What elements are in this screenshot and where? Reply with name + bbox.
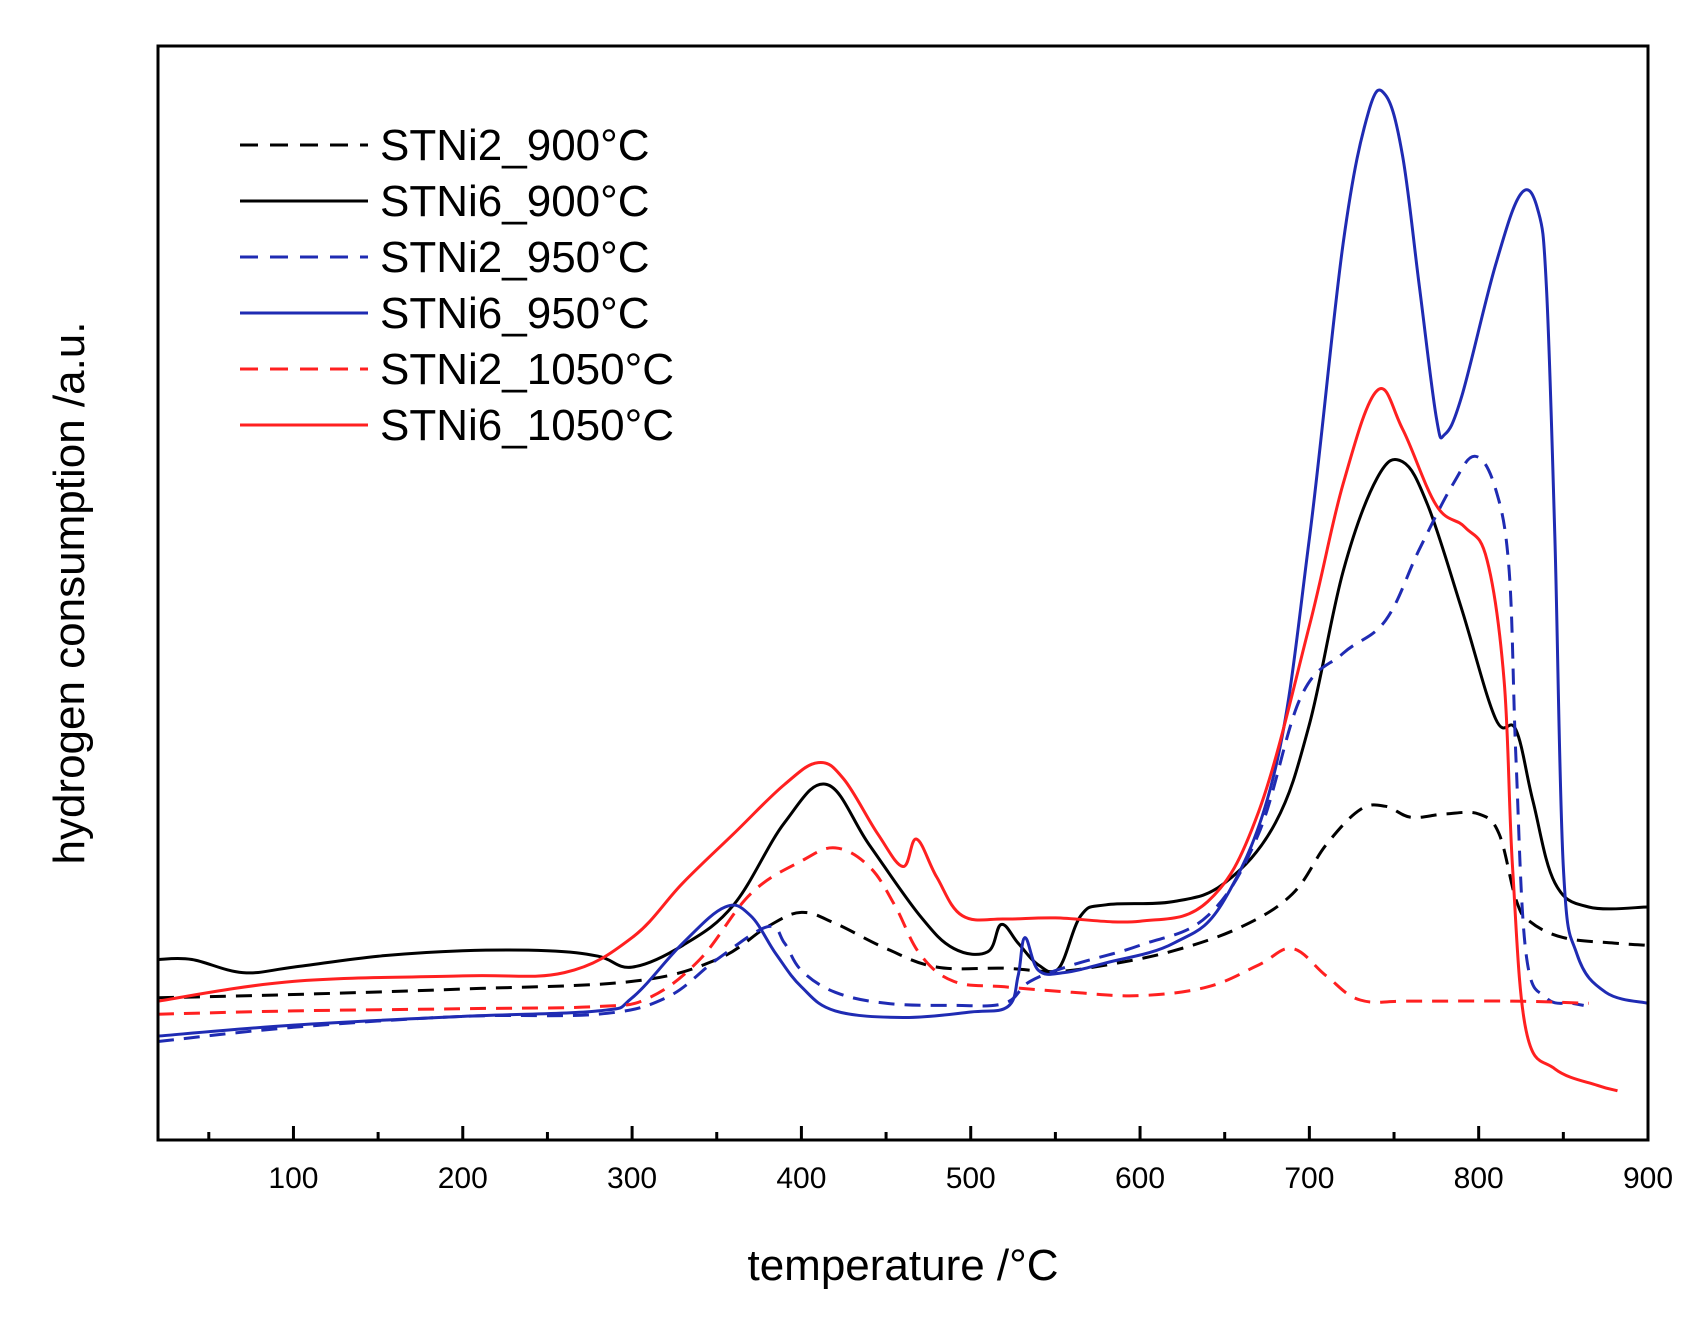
x-tick-label-800: 800 [1454,1162,1504,1195]
x-tick-label-300: 300 [607,1162,657,1195]
legend-label-stni2-1050c: STNi2_1050°C [380,345,674,394]
series-line-stni6-900c [157,457,1649,975]
x-tick-label-900: 900 [1623,1162,1673,1195]
legend-label-stni2-900c: STNi2_900°C [380,121,650,170]
legend-label-stni6-1050c: STNi6_1050°C [380,401,674,450]
series-line-stni2-1050c [157,846,1589,1016]
legend: STNi2_900°C STNi6_900°C STNi2_950°C STNi6_9… [240,121,674,450]
legend-label-stni2-950c: STNi2_950°C [380,233,650,282]
legend-label-stni6-950c: STNi6_950°C [380,289,650,338]
series-line-stni2-950c [157,454,1584,1043]
x-tick-label-700: 700 [1284,1162,1334,1195]
series-line-stni6-1050c [157,387,1618,1093]
x-axis-ticks [207,1126,1650,1140]
x-tick-label-600: 600 [1115,1162,1165,1195]
x-tick-label-500: 500 [946,1162,996,1195]
x-tick-label-200: 200 [438,1162,488,1195]
x-tick-label-100: 100 [268,1162,318,1195]
plot-frame [156,44,1650,1142]
x-tick-label-400: 400 [776,1162,826,1195]
series-layer [157,88,1649,1093]
legend-label-stni6-900c: STNi6_900°C [380,177,650,226]
series-line-stni2-900c [157,803,1649,1000]
series-line-stni6-950c [157,88,1649,1038]
y-axis-title: hydrogen consumption /a.u. [45,321,94,864]
x-axis-tick-labels: 100 200 300 400 500 600 700 800 900 [268,1162,1673,1195]
x-axis-title: temperature /°C [747,1241,1058,1290]
